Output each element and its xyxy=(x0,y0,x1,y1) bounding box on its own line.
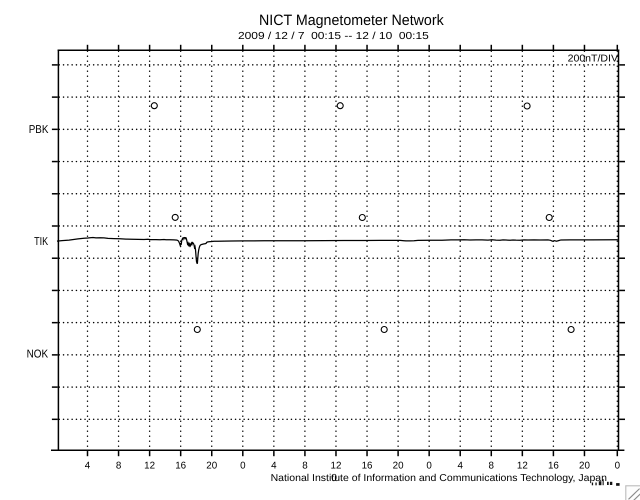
svg-text:TIK: TIK xyxy=(34,236,48,248)
svg-text:National Institute of Informat: National Institute of Information and Co… xyxy=(271,473,607,484)
svg-text:8: 8 xyxy=(489,461,495,472)
svg-text:20: 20 xyxy=(206,461,217,472)
svg-text:PBK: PBK xyxy=(29,124,49,136)
svg-text:0: 0 xyxy=(426,461,432,472)
svg-text:0: 0 xyxy=(331,473,337,484)
svg-text:4: 4 xyxy=(85,461,91,472)
svg-text:8: 8 xyxy=(116,461,122,472)
svg-text:0: 0 xyxy=(240,461,246,472)
svg-text:NOK: NOK xyxy=(27,348,49,360)
svg-text:20: 20 xyxy=(393,461,404,472)
svg-text:12: 12 xyxy=(517,461,528,472)
svg-text:200nT/DIV: 200nT/DIV xyxy=(568,53,619,64)
svg-text:12: 12 xyxy=(144,461,155,472)
svg-text:12: 12 xyxy=(331,461,342,472)
svg-text:4: 4 xyxy=(271,461,277,472)
svg-text:8: 8 xyxy=(302,461,308,472)
svg-text:16: 16 xyxy=(175,461,186,472)
svg-text:NICT Magnetometer Network: NICT Magnetometer Network xyxy=(259,12,444,29)
svg-text:0: 0 xyxy=(615,461,621,472)
svg-text:16: 16 xyxy=(548,461,559,472)
svg-text:20: 20 xyxy=(579,461,590,472)
svg-text:2009 / 12 / 7 00:15 -- 12 / 1: 2009 / 12 / 7 00:15 -- 12 / 10 00:15 xyxy=(238,31,429,42)
svg-text:4: 4 xyxy=(457,461,463,472)
svg-text:16: 16 xyxy=(362,461,373,472)
